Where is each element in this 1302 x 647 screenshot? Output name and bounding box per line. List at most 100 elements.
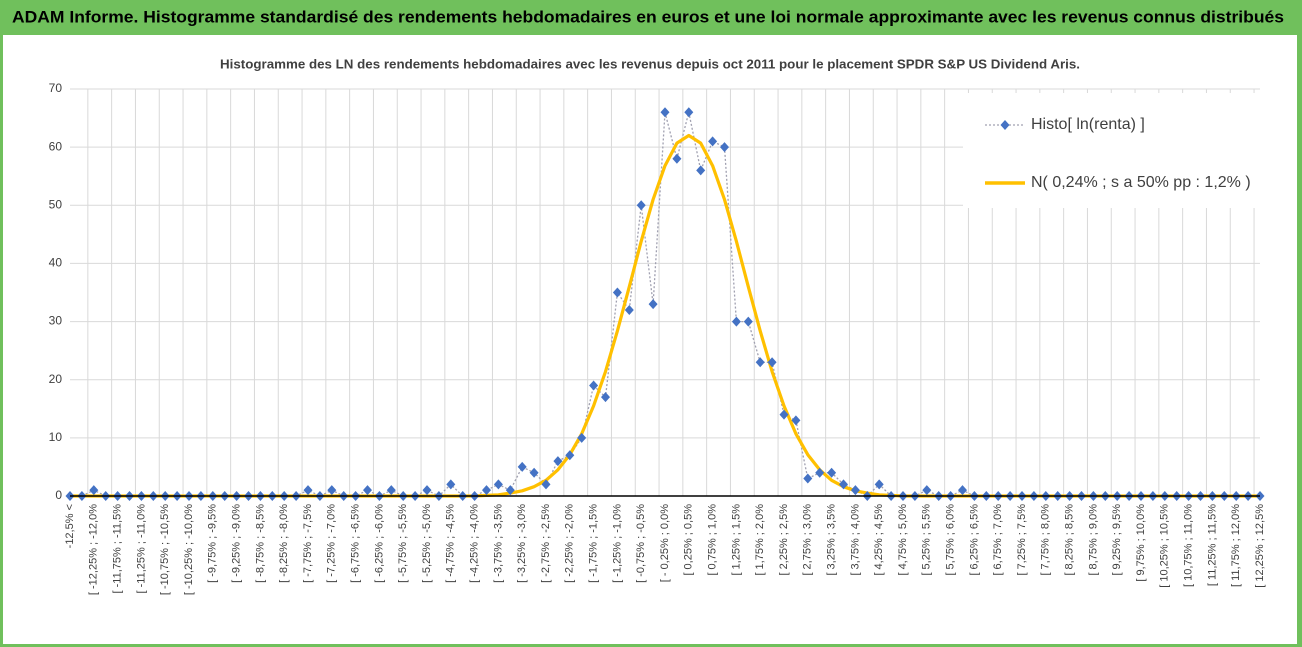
histo-marker — [553, 456, 563, 467]
histo-marker — [565, 450, 575, 461]
x-tick-label: [ -11,25% ; -11,0% — [135, 504, 147, 594]
x-tick-label: [ - 0,25% ; 0,0% — [659, 504, 671, 582]
x-tick-label: [ 0,25% ; 0,5% — [683, 504, 695, 576]
legend-label: Histo[ ln(renta) ] — [1031, 116, 1145, 133]
histo-marker — [660, 107, 670, 118]
histo-marker — [839, 479, 848, 490]
histo-marker — [493, 479, 503, 490]
y-tick-label: 20 — [49, 372, 63, 386]
histo-marker — [648, 299, 658, 310]
x-tick-label: [ -4,25% ; -4,0% — [469, 504, 481, 583]
x-tick-label: [ 0,75% ; 1,0% — [707, 504, 719, 576]
x-tick-label: [ 9,25% ; 9,5% — [1111, 504, 1123, 576]
histo-marker — [720, 142, 729, 153]
histo-marker — [850, 485, 860, 496]
x-tick-label: [ -11,75% ; -11,5% — [112, 504, 124, 594]
x-tick-label: [ -9,25% ; -9,0% — [231, 504, 243, 583]
x-tick-label: [ -7,25% ; -7,0% — [326, 504, 338, 583]
x-tick-label: [ 11,75% ; 12,0% — [1230, 504, 1242, 587]
x-tick-label: [ 3,75% ; 4,0% — [849, 504, 861, 576]
x-tick-label: [ 2,25% ; 2,5% — [778, 504, 790, 576]
x-tick-label: [ 8,25% ; 8,5% — [1064, 504, 1076, 576]
x-tick-label: [ 5,75% ; 6,0% — [945, 504, 957, 576]
x-tick-label: [ -1,75% ; -1,5% — [588, 504, 600, 583]
x-tick-label: [ 10,25% ; 10,5% — [1159, 504, 1171, 588]
histo-marker — [755, 357, 765, 368]
y-tick-label: 30 — [49, 314, 63, 328]
histo-marker — [731, 316, 741, 327]
histo-marker — [636, 200, 646, 211]
x-tick-label: [ 6,75% ; 7,0% — [992, 504, 1004, 576]
histo-marker — [327, 485, 337, 496]
legend-marker — [1000, 120, 1010, 130]
x-tick-label: [ 7,75% ; 8,0% — [1040, 504, 1052, 576]
histo-marker — [708, 136, 718, 147]
y-tick-label: 60 — [49, 139, 63, 153]
page-title: ADAM Informe. Histogramme standardisé de… — [12, 7, 1284, 26]
histo-marker — [589, 380, 599, 391]
histo-marker — [779, 409, 789, 420]
histo-marker — [815, 467, 825, 478]
x-tick-label: [ -2,25% ; -2,0% — [564, 504, 576, 583]
legend-label: N( 0,24% ; s a 50% pp : 1,2% ) — [1031, 174, 1251, 191]
histo-marker — [363, 485, 372, 496]
histo-marker — [482, 485, 491, 496]
x-tick-label: [ -8,75% ; -8,5% — [254, 504, 266, 583]
x-tick-label: [ -0,75% ; -0,5% — [635, 504, 647, 583]
histo-marker — [624, 304, 634, 315]
x-tick-label: [ -3,75% ; -3,5% — [492, 504, 504, 583]
histo-marker — [767, 357, 777, 368]
legend — [963, 93, 1291, 208]
x-tick-label: [ 1,75% ; 2,0% — [754, 504, 766, 576]
histo-marker — [517, 461, 527, 472]
x-tick-label: [ 1,25% ; 1,5% — [730, 504, 742, 576]
histo-marker — [505, 485, 515, 496]
x-tick-label: [ -6,75% ; -6,5% — [350, 504, 362, 583]
histo-marker — [89, 485, 99, 496]
x-tick-label: [ 4,75% ; 5,0% — [897, 504, 909, 576]
histo-marker — [612, 287, 622, 298]
y-tick-label: 10 — [49, 430, 63, 444]
histo-marker — [541, 479, 551, 490]
histo-marker — [601, 392, 610, 403]
histo-marker — [386, 485, 396, 496]
x-tick-label: [ 2,75% ; 3,0% — [802, 504, 814, 576]
histo-marker — [696, 165, 706, 176]
x-tick-label: [ 3,25% ; 3,5% — [826, 504, 838, 576]
histo-marker — [791, 415, 801, 426]
histo-marker — [827, 467, 837, 478]
y-tick-label: 40 — [49, 256, 63, 270]
x-tick-label: [ 11,25% ; 11,5% — [1206, 504, 1218, 586]
chart-title: Histogramme des LN des rendements hebdom… — [220, 56, 1080, 71]
x-tick-label: [ -5,75% ; -5,5% — [397, 504, 409, 583]
x-tick-label: [ 6,25% ; 6,5% — [968, 504, 980, 576]
x-tick-label: [ 12,25% ; 12,5% — [1254, 504, 1266, 588]
x-tick-label: [ 7,25% ; 7,5% — [1016, 504, 1028, 576]
x-tick-label: [ 9,75% ; 10,0% — [1135, 504, 1147, 582]
y-tick-label: 0 — [55, 488, 62, 502]
histo-marker — [803, 473, 813, 484]
x-tick-label: [ -10,75% ; -10,5% — [159, 504, 171, 595]
x-tick-label: [ -3,25% ; -3,0% — [516, 504, 528, 583]
x-tick-label: [ -6,25% ; -6,0% — [373, 504, 385, 583]
x-tick-label: [ -8,25% ; -8,0% — [278, 504, 290, 583]
x-tick-label: [ -2,75% ; -2,5% — [540, 504, 552, 583]
x-tick-label: [ 5,25% ; 5,5% — [921, 504, 933, 576]
x-tick-label: [ -5,25% ; -5,0% — [421, 504, 433, 583]
histo-marker — [529, 467, 539, 478]
x-tick-label: -12,5% < — [64, 504, 76, 548]
histo-marker — [684, 107, 694, 118]
histo-marker — [874, 479, 884, 490]
y-tick-label: 70 — [49, 81, 63, 95]
histo-marker — [958, 485, 967, 496]
histo-marker — [922, 485, 932, 496]
x-tick-label: [ 10,75% ; 11,0% — [1183, 504, 1195, 587]
x-tick-label: [ -1,25% ; -1,0% — [611, 504, 623, 583]
histo-marker — [303, 485, 313, 496]
histo-marker — [672, 153, 682, 164]
histo-marker — [422, 485, 432, 496]
x-tick-label: [ -12,25% ; -12,0% — [88, 504, 100, 595]
y-tick-label: 50 — [49, 197, 63, 211]
x-tick-label: [ 4,25% ; 4,5% — [873, 504, 885, 576]
